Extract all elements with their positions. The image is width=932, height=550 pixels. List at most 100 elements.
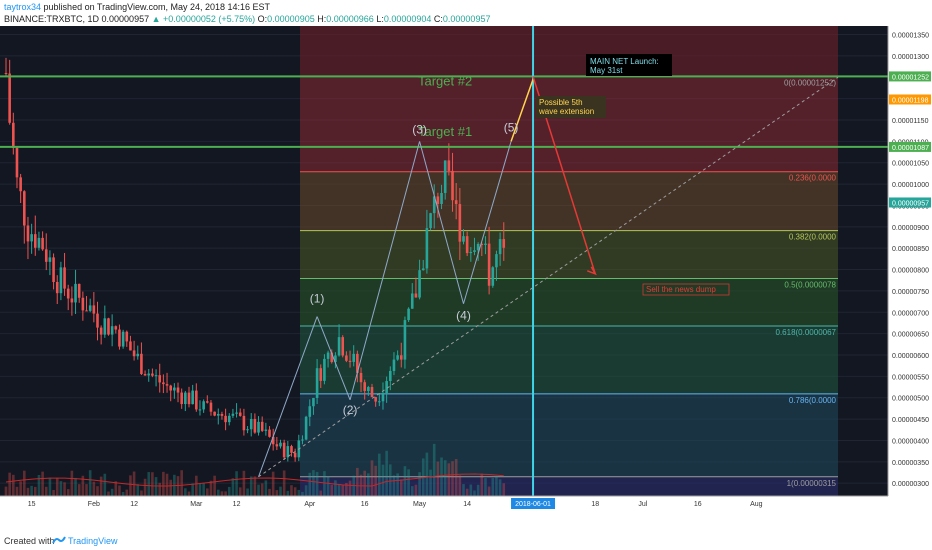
volume-bar <box>55 477 59 496</box>
volume-bar <box>308 472 312 496</box>
candle-body <box>293 452 297 458</box>
tradingview-brand[interactable]: TradingView <box>68 536 118 546</box>
volume-bar <box>19 481 22 496</box>
candle-body <box>235 412 238 414</box>
volume-bar <box>140 490 143 496</box>
volume-bar <box>88 470 92 496</box>
candle-body <box>4 73 8 74</box>
price-tick-label: 0.00000350 <box>892 460 929 467</box>
open-value: 0.00000905 <box>267 14 315 24</box>
candle-body <box>495 254 498 268</box>
volume-bar <box>107 491 110 496</box>
price-tick-label: 0.00000400 <box>892 438 929 445</box>
volume-bar <box>74 477 77 496</box>
volume-bar <box>363 470 366 496</box>
price-tick-label: 0.00000700 <box>892 310 929 317</box>
volume-bar <box>85 484 88 496</box>
candle-body <box>44 249 48 262</box>
volume-bar <box>443 460 447 496</box>
volume-bar <box>253 476 257 496</box>
low-label: L: <box>376 14 384 24</box>
fib-level-label: 0.786(0.0000 <box>789 396 837 405</box>
candle-body <box>443 160 447 193</box>
wave-line <box>463 141 512 304</box>
volume-bar <box>246 488 249 496</box>
volume-bar <box>480 473 484 496</box>
candle-body <box>308 406 312 417</box>
candle-body <box>432 196 436 214</box>
volume-bar <box>132 471 136 496</box>
candle-body <box>348 360 352 362</box>
volume-bar <box>484 478 487 496</box>
candle-body <box>487 243 491 286</box>
volume-bar <box>99 476 103 496</box>
candle-body <box>403 320 407 360</box>
date-badge-label: 2018-06-01 <box>515 501 551 508</box>
wave-line <box>349 141 421 400</box>
volume-bar <box>502 483 506 496</box>
volume-bar <box>264 480 268 496</box>
author-link[interactable]: taytrox34 <box>4 2 42 12</box>
volume-bar <box>110 488 114 496</box>
launch-note-box <box>586 54 672 76</box>
price-tick-label: 0.00000750 <box>892 289 929 296</box>
candle-body <box>440 192 443 204</box>
price-tick-label: 0.00000600 <box>892 353 929 360</box>
volume-bar <box>436 461 440 496</box>
up-triangle-icon: ▲ <box>151 14 161 24</box>
candle-body <box>118 329 121 347</box>
last-price: 0.00000957 <box>101 14 150 24</box>
candle-body <box>392 359 396 371</box>
volume-bar <box>165 473 169 496</box>
time-tick-label: 12 <box>233 501 241 508</box>
candle-body <box>462 236 465 242</box>
extension-note-text: wave extension <box>538 107 594 116</box>
candle-body <box>491 267 495 286</box>
launch-note-text: May 31st <box>590 66 623 75</box>
candle-body <box>304 416 308 440</box>
fib-level-label: 0.618(0.0000067 <box>776 328 837 337</box>
volume-bar <box>282 470 286 496</box>
candle-body <box>407 308 410 321</box>
candle-body <box>48 257 52 262</box>
volume-bar <box>8 472 11 496</box>
candle-body <box>151 373 154 376</box>
candle-body <box>381 392 385 402</box>
volume-bar <box>330 484 334 496</box>
volume-bar <box>220 491 224 496</box>
wave-label: (3) <box>412 122 427 136</box>
price-chart[interactable]: 0(0.00001252) 0.236(0.0000 0.382(0.0000 0.5… <box>0 26 932 531</box>
candle-body <box>367 387 370 391</box>
volume-bar <box>125 489 129 496</box>
candle-body <box>169 385 172 391</box>
volume-bar <box>498 479 502 496</box>
price-tick-label: 0.00001050 <box>892 161 929 168</box>
wave-label: (4) <box>456 309 471 323</box>
time-tick-label: 14 <box>463 501 471 508</box>
candle-body <box>165 384 169 386</box>
volume-bar <box>158 482 162 496</box>
price-badge-label: 0.00000957 <box>892 200 929 207</box>
time-axis <box>0 496 932 531</box>
candle-body <box>15 147 19 178</box>
wave-label: (2) <box>343 403 358 417</box>
candle-body <box>140 353 143 375</box>
high-value: 0.00000966 <box>326 14 374 24</box>
volume-bar <box>454 459 458 496</box>
fib-level-label: 0.5(0.0000078 <box>784 281 836 290</box>
volume-bar <box>114 481 118 496</box>
price-badge <box>889 197 931 208</box>
volume-bar <box>15 486 19 496</box>
candle-body <box>454 200 458 205</box>
candle-body <box>359 372 363 383</box>
volume-bar <box>184 488 187 496</box>
volume-bar <box>121 491 125 496</box>
candle-body <box>107 318 110 335</box>
volume-bar <box>48 477 52 496</box>
candle-body <box>206 401 209 403</box>
close-value: 0.00000957 <box>442 14 491 24</box>
candle-body <box>96 313 99 328</box>
footer: Created with TradingView <box>0 531 932 550</box>
volume-bar <box>370 460 374 496</box>
candle-body <box>326 352 330 359</box>
